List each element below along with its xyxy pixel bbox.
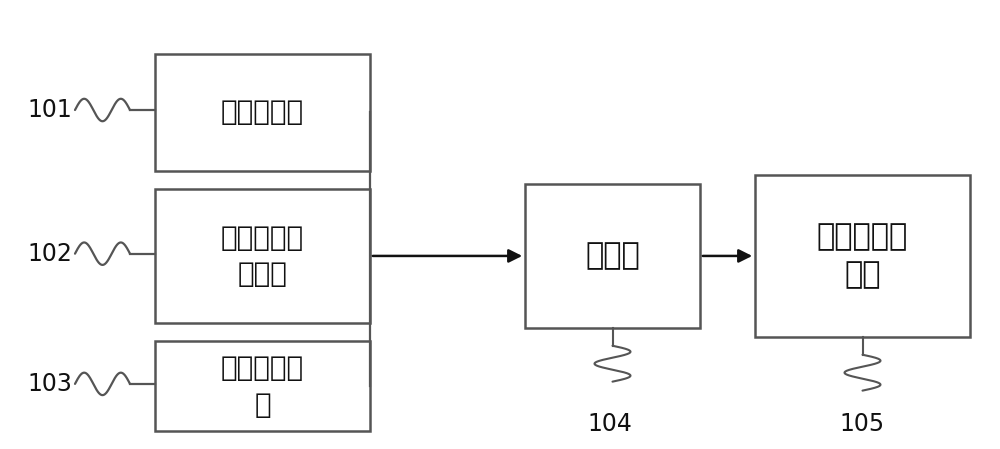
Text: 105: 105 [839,412,885,436]
Bar [755,175,970,337]
Text: 101: 101 [28,98,72,122]
Text: 档位传感器: 档位传感器 [221,98,304,126]
Text: 103: 103 [28,372,72,396]
Text: 节气门位置
传感器: 节气门位置 传感器 [221,224,304,288]
Bar [525,184,700,328]
Bar [155,341,370,431]
Text: 104: 104 [588,412,632,436]
Text: 加速度传感
器: 加速度传感 器 [221,354,304,418]
Text: 制动信号灯
开关: 制动信号灯 开关 [817,222,908,290]
Bar [155,189,370,323]
Text: 102: 102 [28,242,72,266]
Bar [155,54,370,171]
Text: 单片机: 单片机 [585,242,640,270]
